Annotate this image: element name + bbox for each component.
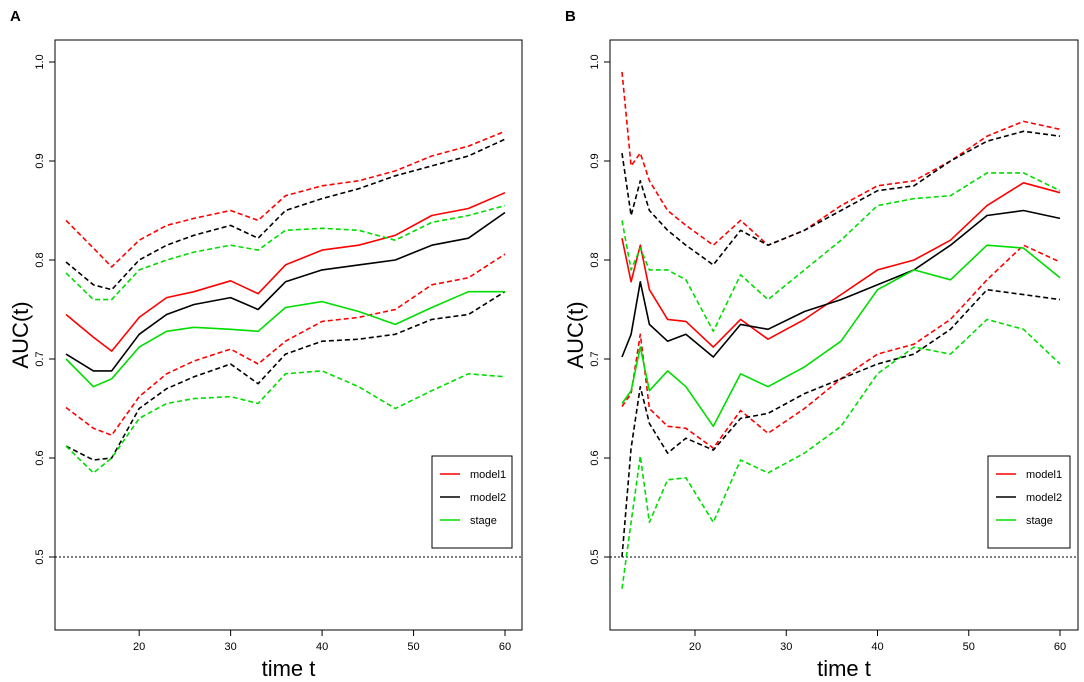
x-tick-label: 60: [1054, 641, 1066, 653]
series-line-model2-lower: [621, 288, 1061, 558]
x-axis-title: time t: [262, 656, 316, 681]
legend-label-model1: model1: [1026, 469, 1062, 481]
y-tick-label: 0.6: [34, 450, 46, 465]
series-line-model1: [65, 191, 506, 352]
y-tick-label: 0.8: [589, 252, 601, 267]
x-tick-label: 40: [871, 641, 883, 653]
legend-label-model2: model2: [470, 492, 506, 504]
legend-box: [987, 455, 1071, 549]
series-line-model2-upper: [621, 130, 1061, 266]
y-tick-label: 0.7: [34, 351, 46, 366]
y-tick-label: 0.7: [589, 351, 601, 366]
series-line-stage: [65, 290, 505, 388]
panel-letter: B: [565, 8, 576, 25]
y-axis-title: AUC(t): [8, 301, 33, 368]
y-tick-label: 0.6: [589, 450, 601, 465]
series-line-stage-lower: [621, 318, 1061, 589]
legend: model1 model2 stage: [431, 455, 513, 549]
x-tick-label: 60: [499, 641, 511, 653]
series-line-model2: [65, 211, 506, 372]
x-tick-label: 50: [407, 641, 419, 653]
x-tick-label: 30: [780, 641, 792, 653]
series-line-model2-lower: [65, 291, 506, 461]
x-tick-label: 40: [316, 641, 328, 653]
y-tick-label: 0.9: [589, 153, 601, 168]
plot-frame: [609, 39, 1079, 631]
series-line-model1: [621, 182, 1061, 348]
legend-box: [431, 455, 513, 549]
x-tick-label: 20: [689, 641, 701, 653]
legend: model1 model2 stage: [987, 455, 1071, 549]
y-tick-label: 0.5: [34, 549, 46, 564]
series-line-model2-upper: [65, 138, 506, 291]
legend-label-model1: model1: [470, 469, 506, 481]
chart-panel-a: A 20 30 40 50 60 0.5 0.6 0.7 0.8 0.9 1.0 time t AUC(t…: [8, 8, 523, 681]
legend-label-stage: stage: [470, 515, 497, 527]
series-line-model1-lower: [65, 253, 506, 437]
series-group: [621, 71, 1061, 589]
series-line-stage-upper: [621, 172, 1061, 333]
plot-frame: [54, 39, 523, 631]
panel-letter: A: [10, 8, 21, 25]
y-axis-title: AUC(t): [563, 301, 588, 368]
legend-label-stage: stage: [1026, 515, 1053, 527]
chart-panel-b: B 20 30 40 50 60 0.5 0.6 0.7 0.8 0.9 1.0 time t AUC(t…: [563, 8, 1079, 681]
x-tick-label: 30: [225, 641, 237, 653]
y-tick-label: 0.8: [34, 252, 46, 267]
series-line-stage-upper: [65, 204, 506, 301]
legend-label-model2: model2: [1026, 492, 1062, 504]
x-axis-title: time t: [817, 656, 871, 681]
x-tick-label: 50: [963, 641, 975, 653]
y-tick-label: 0.5: [589, 549, 601, 564]
y-tick-label: 0.9: [34, 153, 46, 168]
series-line-stage-lower: [65, 370, 506, 474]
y-tick-label: 1.0: [589, 54, 601, 69]
series-line-stage: [621, 244, 1061, 428]
x-tick-label: 20: [133, 641, 145, 653]
series-group: [65, 130, 506, 474]
series-line-model2: [621, 209, 1061, 358]
y-tick-label: 1.0: [34, 54, 46, 69]
series-line-model1-lower: [621, 244, 1061, 449]
